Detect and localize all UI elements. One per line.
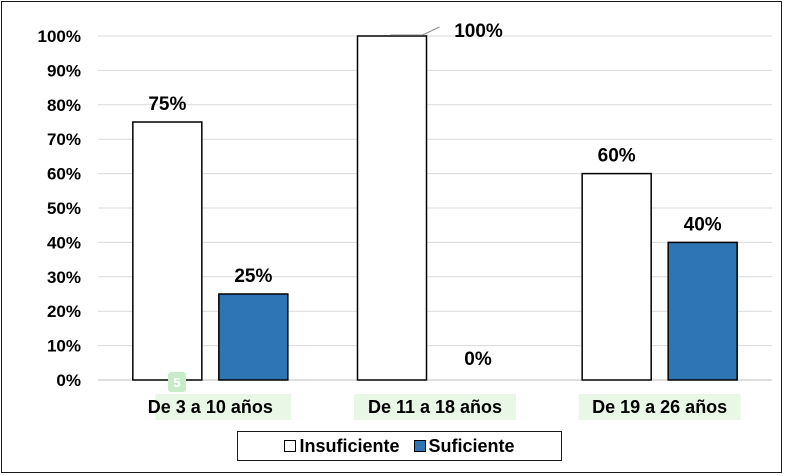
- bar-suficiente: [667, 241, 738, 381]
- category-label: De 19 a 26 años: [592, 397, 727, 417]
- legend-item-insuficiente: Insuficiente: [284, 435, 400, 457]
- data-label: 25%: [234, 266, 272, 287]
- y-tick-label: 70%: [47, 130, 81, 149]
- bar-suficiente: [218, 293, 289, 381]
- category-highlight: [354, 394, 516, 420]
- legend-label-suficiente: Suficiente: [428, 435, 515, 456]
- y-tick-label: 100%: [38, 27, 81, 46]
- legend-item-suficiente: Suficiente: [413, 435, 515, 457]
- y-tick-label: 50%: [47, 199, 81, 218]
- y-tick-label: 0%: [56, 371, 81, 390]
- data-label: 60%: [598, 146, 636, 167]
- legend-swatch-suficiente: [413, 440, 426, 452]
- data-label: 100%: [454, 21, 503, 42]
- bar-insuficiente: [356, 35, 428, 381]
- y-tick-label: 20%: [47, 302, 81, 321]
- category-highlight: [578, 394, 741, 420]
- data-label: 40%: [684, 214, 722, 235]
- y-tick-label: 10%: [47, 337, 81, 356]
- bar-insuficiente: [132, 121, 203, 381]
- y-tick-label: 40%: [47, 233, 81, 252]
- data-label: 75%: [148, 94, 186, 115]
- category-label: De 11 a 18 años: [368, 397, 502, 417]
- y-tick-label: 60%: [47, 165, 81, 184]
- overlay-badge: 5: [168, 372, 186, 392]
- data-label-leader: [390, 26, 440, 36]
- y-tick-label: 80%: [47, 96, 81, 115]
- chart-legend: Insuficiente Suficiente: [237, 431, 562, 461]
- bar-insuficiente: [581, 172, 652, 381]
- y-tick-label: 90%: [47, 61, 81, 80]
- y-tick-label: 30%: [47, 268, 81, 287]
- data-label: 0%: [464, 349, 492, 370]
- legend-label-insuficiente: Insuficiente: [299, 435, 400, 456]
- legend-swatch-insuficiente: [284, 440, 297, 452]
- category-label: De 3 a 10 años: [148, 397, 273, 417]
- category-highlight: [155, 394, 292, 420]
